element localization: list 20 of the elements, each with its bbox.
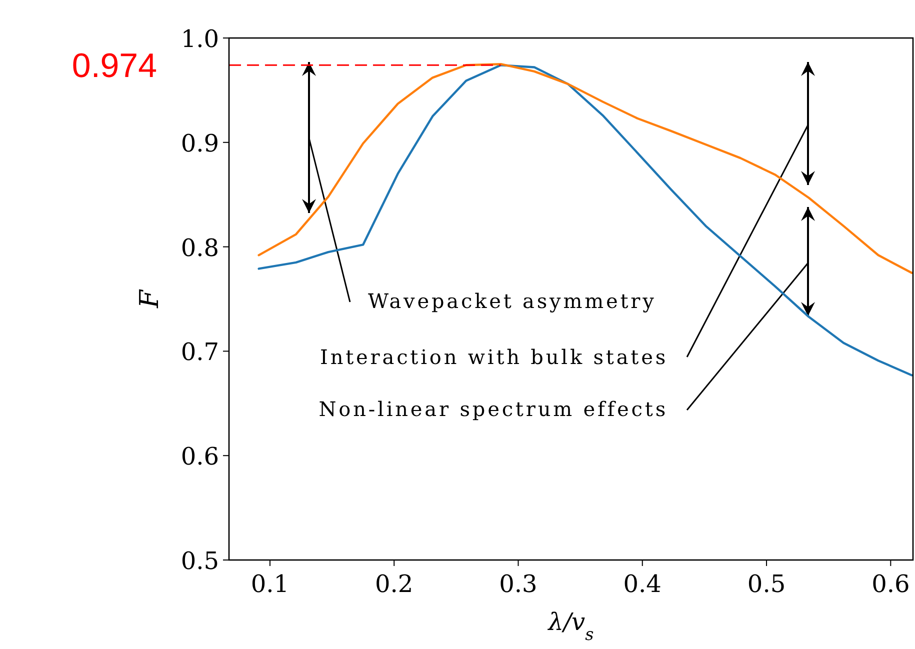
x-tick-label: 0.6 (872, 570, 910, 598)
y-tick-label: 0.9 (180, 129, 219, 158)
y-tick-label: 1.0 (180, 25, 219, 53)
annotation: Interaction with bulk states (320, 345, 668, 369)
x-axis-title: λ/v$_{s}$ (547, 608, 594, 644)
x-tick-label: 0.5 (747, 570, 786, 598)
line-series (258, 64, 913, 376)
y-tick-label: 0.7 (180, 338, 219, 366)
y-tick-label: 0.5 (180, 547, 219, 575)
x-tick-label: 0.4 (623, 570, 662, 598)
y-tick-label: 0.6 (180, 442, 219, 471)
annotation: Wavepacket asymmetry (368, 289, 656, 313)
line-series (258, 62, 913, 274)
ref-line-label: 0.974 (72, 47, 157, 86)
x-tick-label: 0.3 (499, 570, 538, 598)
y-axis-title: F (135, 289, 165, 310)
x-tick-label: 0.2 (375, 570, 414, 598)
x-tick-label: 0.1 (250, 570, 290, 598)
annotation: Non-linear spectrum effects (318, 397, 668, 421)
y-tick-label: 0.8 (180, 234, 219, 262)
